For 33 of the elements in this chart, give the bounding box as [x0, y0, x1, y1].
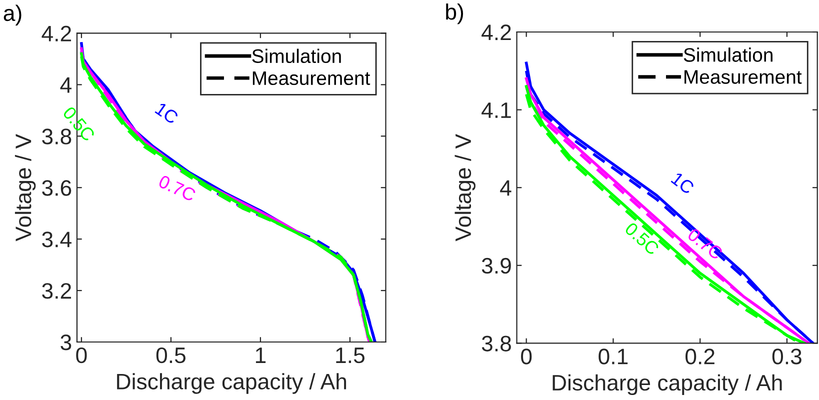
y-tick-label: 4 [60, 77, 72, 93]
x-tick-label: 0 [521, 348, 532, 364]
text: 0.7C [158, 174, 197, 202]
annotation: Simulation [684, 48, 772, 62]
x-axis-title: Discharge capacity / Ah [117, 373, 346, 394]
text: 1C [154, 102, 180, 125]
x-tick-label: 0.5 [156, 347, 186, 364]
y-tick-label: 3.6 [42, 180, 72, 196]
annotation: Measurement [252, 71, 370, 86]
y-tick-label: 3.2 [42, 283, 72, 299]
y-tick-label: 3 [60, 334, 72, 350]
y-tick-label: 3.4 [42, 232, 72, 248]
x-tick-label: 1.5 [336, 348, 364, 364]
y-axis-title: Voltage / V [14, 134, 36, 242]
y-tick-label: 4.2 [482, 24, 511, 40]
x-tick-label: 0 [76, 347, 87, 364]
x-tick-label: 0.3 [772, 348, 802, 364]
x-tick-label: 0.1 [598, 348, 628, 364]
x-tick-label: 0.2 [686, 348, 714, 364]
y-tick-label: 4 [500, 180, 512, 196]
x-axis-title: Discharge capacity / Ah [552, 374, 782, 396]
text: 0.7C [686, 228, 724, 260]
annotation: Measurement [684, 70, 802, 84]
y-tick-label: 4.1 [482, 102, 511, 118]
text: 1C [670, 172, 696, 195]
y-axis-title: Voltage / V [454, 134, 476, 242]
y-tick-label: 3.9 [482, 258, 511, 274]
y-tick-label: 4.2 [42, 26, 72, 42]
annotation: Simulation [252, 48, 341, 64]
chart-title: b) [446, 3, 464, 24]
chart-title: a) [4, 4, 22, 26]
x-tick-label: 1 [256, 348, 266, 363]
y-tick-label: 3.8 [482, 336, 511, 352]
